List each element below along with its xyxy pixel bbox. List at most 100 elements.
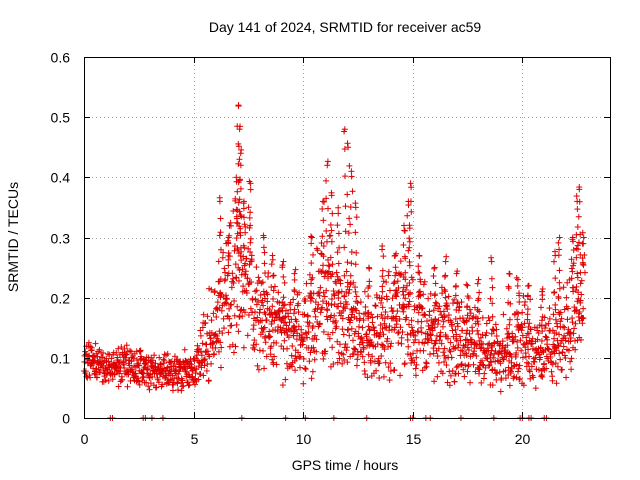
data-point <box>408 317 415 324</box>
data-point <box>288 352 295 359</box>
data-point <box>199 340 206 347</box>
data-point <box>253 264 260 271</box>
data-point <box>373 367 380 374</box>
data-point <box>353 214 360 221</box>
data-point <box>239 266 246 273</box>
data-point <box>308 295 315 302</box>
data-point <box>319 233 326 240</box>
data-point <box>554 323 561 330</box>
data-point <box>441 286 448 293</box>
data-point <box>217 339 224 346</box>
data-point <box>572 320 579 327</box>
data-point <box>348 314 355 321</box>
data-point <box>248 278 255 285</box>
data-point <box>238 213 245 220</box>
data-point <box>365 351 372 358</box>
data-point <box>320 243 327 250</box>
data-point <box>549 377 556 384</box>
data-point <box>408 355 415 362</box>
data-point <box>308 240 315 247</box>
data-point <box>301 311 308 318</box>
data-point <box>228 322 235 329</box>
data-point <box>337 300 344 307</box>
data-point <box>219 254 226 261</box>
data-point <box>242 260 249 267</box>
data-point <box>171 353 178 360</box>
data-point <box>267 351 274 358</box>
data-point <box>343 268 350 275</box>
data-point <box>208 286 215 293</box>
data-point <box>276 299 283 306</box>
data-point <box>519 324 526 331</box>
data-point <box>261 249 268 256</box>
data-point <box>310 344 317 351</box>
data-point <box>325 300 332 307</box>
data-point <box>449 321 456 328</box>
data-point <box>266 328 273 335</box>
data-point <box>386 287 393 294</box>
data-point <box>393 269 400 276</box>
data-point <box>402 286 409 293</box>
data-point <box>242 229 249 236</box>
data-point <box>438 311 445 318</box>
data-point <box>295 300 302 307</box>
data-point <box>290 332 297 339</box>
data-point <box>443 362 450 369</box>
data-point <box>271 353 278 360</box>
data-point <box>179 377 186 384</box>
data-point <box>441 345 448 352</box>
data-point <box>348 168 355 175</box>
data-point <box>378 352 385 359</box>
data-point <box>318 269 325 276</box>
data-point <box>556 267 563 274</box>
data-point <box>146 374 153 381</box>
data-point <box>400 291 407 298</box>
data-point <box>519 309 526 316</box>
data-point <box>557 318 564 325</box>
data-point <box>576 309 583 316</box>
data-point <box>169 387 176 394</box>
data-point <box>352 284 359 291</box>
data-point <box>195 376 202 383</box>
data-point <box>295 349 302 356</box>
data-point <box>144 365 151 372</box>
data-point <box>365 264 372 271</box>
data-point <box>570 288 577 295</box>
data-point <box>431 378 438 385</box>
data-point <box>328 296 335 303</box>
data-point <box>464 282 471 289</box>
data-point <box>445 312 452 319</box>
data-point <box>136 347 143 354</box>
data-point <box>426 326 433 333</box>
data-point <box>412 365 419 372</box>
data-point <box>482 332 489 339</box>
data-point <box>241 309 248 316</box>
data-point <box>319 298 326 305</box>
data-point <box>329 329 336 336</box>
data-point <box>323 195 330 202</box>
data-point <box>250 342 257 349</box>
data-point <box>91 354 98 361</box>
data-point <box>339 326 346 333</box>
data-point <box>255 366 262 373</box>
data-point <box>475 370 482 377</box>
data-point <box>416 301 423 308</box>
y-axis-tick-labels: 0 0.1 0.2 0.3 0.4 0.5 0.6 <box>51 50 71 427</box>
data-point <box>324 269 331 276</box>
data-point <box>362 303 369 310</box>
data-point <box>374 313 381 320</box>
data-point <box>565 305 572 312</box>
data-point <box>397 272 404 279</box>
data-point <box>216 232 223 239</box>
data-point <box>113 349 120 356</box>
data-point <box>341 272 348 279</box>
data-point <box>466 330 473 337</box>
data-point <box>329 210 336 217</box>
data-point <box>569 319 576 326</box>
data-point <box>363 331 370 338</box>
data-point <box>263 317 270 324</box>
data-point <box>186 381 193 388</box>
data-point <box>119 376 126 383</box>
data-point <box>364 374 371 381</box>
data-point <box>509 330 516 337</box>
